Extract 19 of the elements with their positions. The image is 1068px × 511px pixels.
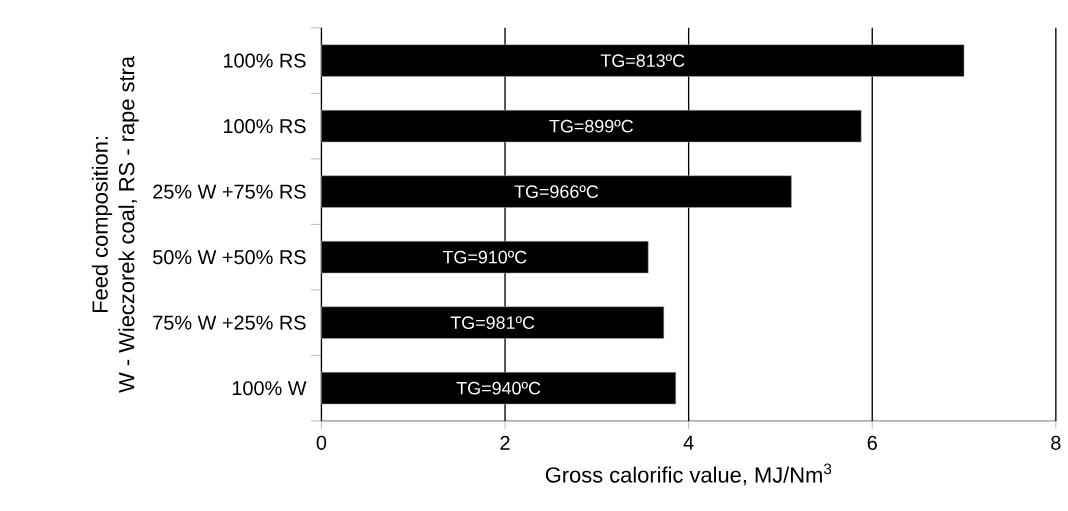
y-axis-title: Feed composition: W - Wieczorek coal, RS - rape stra [91, 56, 139, 394]
x-axis-title: Gross calorific value, MJ/Nm$^{3}$ [545, 463, 832, 486]
y-tick-label: 100% RS [224, 53, 306, 68]
x-tick-label: 6 [867, 436, 877, 451]
y-tick-label: 75% W +25% RS [153, 315, 306, 330]
x-tick-label: 0 [316, 436, 327, 451]
annotation: TG=899ºC [549, 120, 633, 133]
x-tick-label: 8 [1051, 436, 1061, 451]
annotation: TG=910ºC [442, 251, 527, 264]
y-tick-label: 50% W +50% RS [153, 250, 306, 265]
x-tick-label: 2 [500, 436, 510, 450]
y-tick-label: 100% W [232, 381, 307, 396]
y-tick-label: 100% RS [224, 119, 306, 134]
x-tick-label: 4 [683, 436, 694, 450]
annotation: TG=981ºC [450, 316, 535, 330]
y-tick-label: 25% W +75% RS [153, 184, 306, 199]
annotation: TG=940ºC [456, 382, 541, 395]
annotation: TG=813ºC [600, 54, 685, 68]
annotation: TG=966ºC [514, 185, 599, 199]
